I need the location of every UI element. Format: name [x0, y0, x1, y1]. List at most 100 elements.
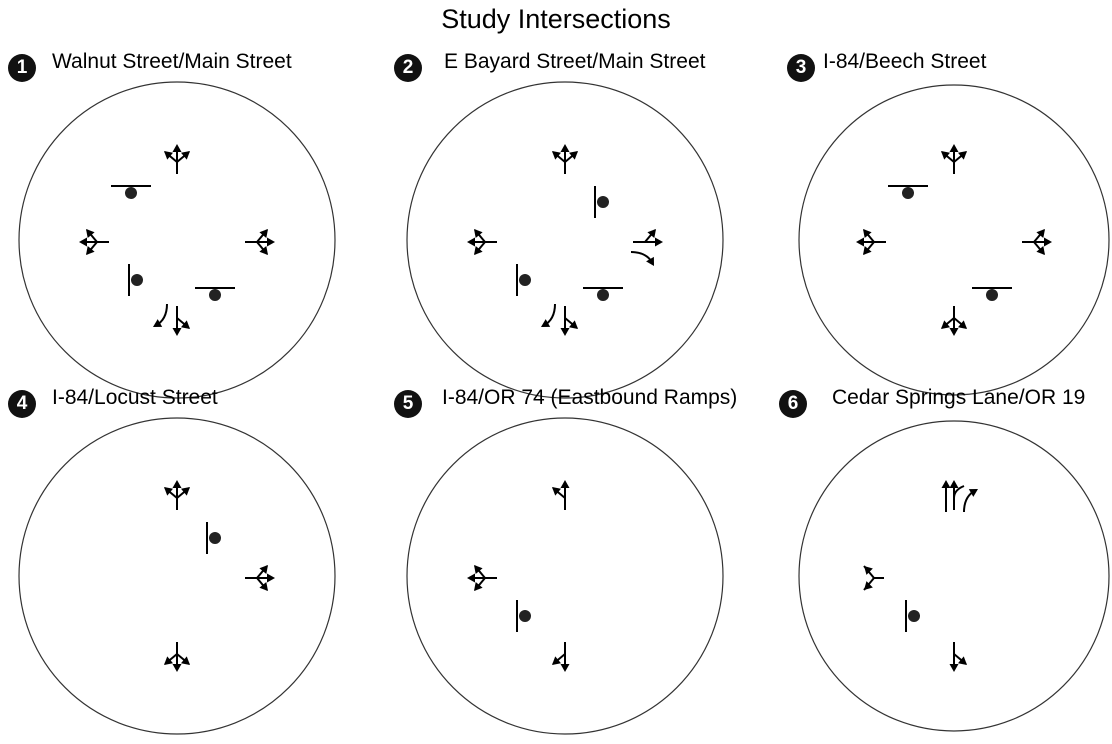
- intersection-diagram: [406, 81, 724, 399]
- intersection-number-badge: 6: [779, 390, 807, 418]
- approach-north: [552, 480, 570, 510]
- arrowhead: [646, 256, 654, 266]
- stop-control: [516, 264, 531, 296]
- arrowhead: [957, 320, 967, 329]
- intersection-circle: [798, 84, 1110, 396]
- approach-north: [164, 480, 190, 510]
- approach-west: [856, 229, 886, 255]
- arrowhead: [957, 656, 967, 665]
- intersection-diagram: [798, 420, 1110, 732]
- stop-sign-dot: [209, 532, 221, 544]
- approach-south: [949, 642, 967, 672]
- intersection-panel: 3 I-84/Beech Street: [741, 48, 1111, 400]
- stop-control: [128, 264, 143, 296]
- stop-control: [583, 287, 623, 301]
- approach-north: [941, 480, 978, 513]
- intersection-name: E Bayard Street/Main Street: [444, 50, 706, 73]
- approach-east: [1022, 229, 1052, 255]
- arrowhead: [267, 573, 275, 583]
- intersection-number-badge: 2: [394, 54, 422, 82]
- arrowhead: [474, 229, 483, 239]
- arrowhead: [968, 489, 978, 497]
- intersection-panel: 1 Walnut Street/Main Street: [0, 48, 370, 400]
- arrowhead: [1036, 229, 1045, 239]
- arrowhead: [949, 328, 959, 336]
- approach-south: [153, 303, 190, 336]
- arrowhead: [172, 144, 182, 152]
- arrowhead: [164, 656, 174, 665]
- intersection-name: I-84/OR 74 (Eastbound Ramps): [442, 386, 738, 409]
- arrowhead: [560, 480, 570, 488]
- intersection-circle: [18, 417, 336, 735]
- arrowhead: [79, 237, 87, 247]
- intersection-diagram: [798, 84, 1110, 396]
- stop-sign-dot: [519, 610, 531, 622]
- intersection-diagram: [406, 417, 724, 735]
- stop-sign-dot: [597, 289, 609, 301]
- arrowhead: [467, 573, 475, 583]
- intersection-diagram: [18, 417, 336, 735]
- approach-south: [541, 303, 578, 336]
- approach-north: [941, 144, 967, 174]
- arrowhead: [164, 487, 174, 496]
- arrowhead: [949, 144, 959, 152]
- arrowhead: [1044, 237, 1052, 247]
- intersection-circle: [18, 81, 336, 399]
- arrowhead: [647, 229, 656, 239]
- arrowhead: [172, 480, 182, 488]
- intersection-name: Walnut Street/Main Street: [52, 50, 292, 73]
- arrowhead: [552, 151, 562, 160]
- approach-west: [79, 229, 109, 255]
- stop-sign-dot: [597, 196, 609, 208]
- intersection-number-badge: 1: [8, 54, 36, 82]
- approach-west: [467, 565, 497, 591]
- arrowhead: [180, 487, 190, 496]
- approach-south: [552, 642, 570, 672]
- approach-south: [164, 642, 190, 672]
- intersection-panel: 4 I-84/Locust Street: [0, 384, 370, 736]
- stop-control: [206, 522, 221, 554]
- arrowhead: [164, 151, 174, 160]
- approach-west: [863, 565, 884, 591]
- arrowhead: [864, 581, 873, 590]
- intersection-number-badge: 4: [8, 390, 36, 418]
- arrowhead: [180, 656, 190, 665]
- arrowhead: [180, 151, 190, 160]
- arrowhead: [949, 480, 959, 488]
- stop-control: [972, 287, 1012, 301]
- arrowhead: [172, 328, 182, 336]
- arrowhead: [86, 229, 95, 239]
- stop-control: [195, 287, 235, 301]
- intersection-panel: 6 Cedar Springs Lane/OR 19: [741, 384, 1111, 736]
- arrowhead: [560, 664, 570, 672]
- arrowhead: [153, 319, 163, 327]
- intersection-number-badge: 5: [394, 390, 422, 418]
- intersection-name: I-84/Beech Street: [823, 50, 987, 73]
- stop-control: [516, 600, 531, 632]
- stop-sign-dot: [902, 187, 914, 199]
- stop-sign-dot: [986, 289, 998, 301]
- arrowhead: [568, 151, 578, 160]
- arrowhead: [259, 229, 268, 239]
- intersection-number-badge: 3: [787, 54, 815, 82]
- arrowhead: [541, 319, 551, 327]
- arrowhead: [560, 328, 570, 336]
- stop-sign-dot: [209, 289, 221, 301]
- intersection-name: I-84/Locust Street: [52, 386, 218, 409]
- arrowhead: [568, 320, 578, 329]
- arrowhead: [467, 237, 475, 247]
- arrowhead: [474, 245, 483, 255]
- stop-sign-dot: [519, 274, 531, 286]
- arrowhead: [863, 245, 872, 255]
- stop-control: [888, 185, 928, 199]
- approach-west: [467, 229, 497, 255]
- arrowhead: [1036, 245, 1045, 255]
- intersection-circle: [406, 81, 724, 399]
- arrowhead: [259, 565, 268, 575]
- arrowhead: [259, 245, 268, 255]
- stop-control: [111, 185, 151, 199]
- approach-east: [245, 229, 275, 255]
- intersection-diagram: [18, 81, 336, 399]
- arrowhead: [474, 565, 483, 575]
- arrowhead: [259, 581, 268, 591]
